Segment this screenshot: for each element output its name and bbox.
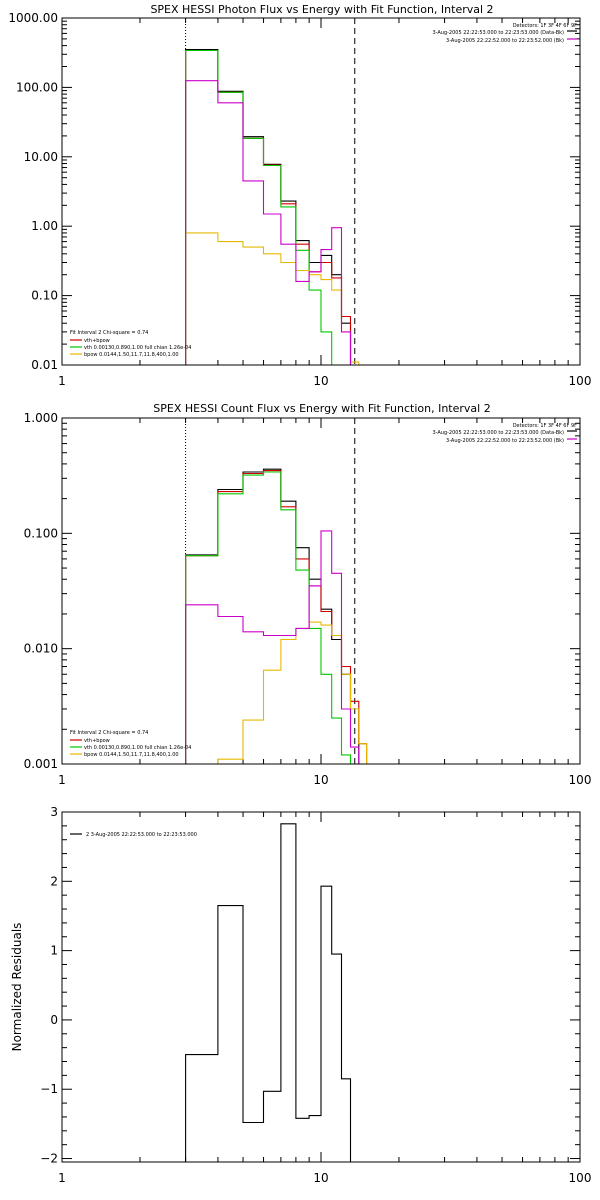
x-tick-label: 10 [313, 773, 328, 787]
series-background-line [185, 80, 352, 365]
photon-flux-title: SPEX HESSI Photon Flux vs Energy with Fi… [150, 3, 493, 16]
photon-flux-fit-vth: vth 0.00130,0.890,1.00 full chian 1.26e-… [84, 345, 191, 351]
residuals-plot-frame [61, 811, 581, 1163]
count-flux-background-label: 3-Aug-2005 22:22:52.000 to 22:23:52.000 … [446, 438, 564, 444]
series-vth-line [185, 471, 352, 764]
photon-flux-fit-total: vth+bpow [84, 338, 110, 344]
series-total-line [185, 470, 368, 764]
x-tick-label: 100 [569, 1171, 592, 1185]
series-data-line [185, 468, 360, 764]
count-flux-data-label: 3-Aug-2005 22:22:53.000 to 22:23:53.000 … [432, 430, 564, 436]
series-bpow-line [217, 621, 368, 764]
y-tick-label: 2 [50, 874, 58, 888]
residuals-ylabel: Normalized Residuals [10, 923, 24, 1052]
y-tick-label: −2 [40, 1152, 58, 1166]
count-flux-panel: SPEX HESSI Count Flux vs Energy with Fit… [24, 402, 592, 787]
y-tick-label: 3 [50, 805, 58, 819]
photon-flux-fit-bpow: bpow 0.0144,1.50,11.7,11.8,400,1.00 [84, 352, 179, 358]
y-tick-label: −1 [40, 1082, 58, 1096]
y-tick-label: 1000.00 [8, 11, 58, 25]
y-tick-label: 1 [50, 944, 58, 958]
y-tick-label: 0.10 [31, 289, 58, 303]
x-tick-label: 10 [313, 374, 328, 388]
photon-flux-data-label: 3-Aug-2005 22:22:53.000 to 22:23:53.000 … [432, 30, 564, 36]
photon-flux-fit-title: Fit Interval 2 Chi-square = 0.74 [70, 330, 148, 336]
residuals-legend-label: 2 3-Aug-2005 22:22:53.000 to 22:23:53.00… [86, 832, 197, 838]
series-data-line [185, 49, 352, 365]
x-tick-label: 1 [58, 773, 66, 787]
series-bpow-line [185, 232, 360, 365]
photon-flux-detectors: Detectors: 1F 3F 4F 6F 9F [513, 23, 577, 29]
series-background-line [185, 530, 360, 764]
y-tick-label: 1.000 [24, 411, 58, 425]
series-vth-line [185, 49, 351, 366]
count-flux-title: SPEX HESSI Count Flux vs Energy with Fit… [153, 402, 490, 415]
series-residual-line [185, 823, 352, 1162]
x-tick-label: 100 [569, 773, 592, 787]
y-tick-label: 1.00 [31, 219, 58, 233]
photon-flux-plot-frame [61, 17, 581, 366]
y-tick-label: 10.00 [24, 150, 58, 164]
y-tick-label: 0.010 [24, 642, 58, 656]
y-tick-label: 0 [50, 1013, 58, 1027]
count-flux-fit-bpow: bpow 0.0144,1.50,11.7,11.8,400,1.00 [84, 752, 179, 758]
x-tick-label: 100 [569, 374, 592, 388]
photon-flux-background-label: 3-Aug-2005 22:22:52.000 to 22:23:52.000 … [446, 38, 564, 44]
count-flux-fit-total: vth+bpow [84, 738, 110, 744]
series-total-line [185, 49, 352, 365]
x-tick-label: 1 [58, 1171, 66, 1185]
count-flux-fit-vth: vth 0.00130,0.890,1.00 full chian 1.26e-… [84, 745, 191, 751]
x-tick-label: 10 [313, 1171, 328, 1185]
count-flux-plot-frame [61, 417, 581, 765]
y-tick-label: 0.01 [31, 358, 58, 372]
y-tick-label: 100.00 [16, 80, 58, 94]
photon-flux-panel: SPEX HESSI Photon Flux vs Energy with Fi… [8, 3, 591, 388]
x-tick-label: 1 [58, 374, 66, 388]
y-tick-label: 0.001 [24, 757, 58, 771]
count-flux-detectors: Detectors: 1F 3F 4F 6F 9F [513, 423, 577, 429]
count-flux-fit-title: Fit Interval 2 Chi-square = 0.74 [70, 730, 148, 736]
y-tick-label: 0.100 [24, 526, 58, 540]
residuals-panel: Normalized Residuals 2 3-Aug-2005 22:22:5… [10, 805, 591, 1185]
